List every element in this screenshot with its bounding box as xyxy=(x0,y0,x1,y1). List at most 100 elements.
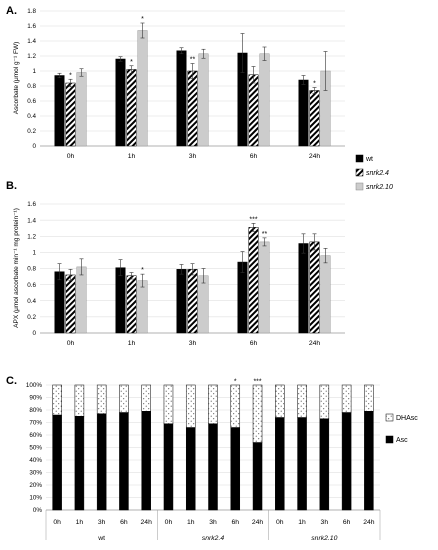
bar-asc xyxy=(208,423,218,511)
y-tick-label: 20% xyxy=(29,482,42,489)
y-tick-label: 0.4 xyxy=(27,298,36,305)
x-tick-label: 0h xyxy=(67,340,75,347)
x-tick-label: 0h xyxy=(67,153,75,160)
legend-label-wt: wt xyxy=(365,156,373,163)
bar-snrk2-10 xyxy=(76,72,87,147)
significance-marker: *** xyxy=(253,379,261,386)
x-tick-label: 1h xyxy=(128,340,136,347)
y-tick-label: 0.2 xyxy=(27,128,36,135)
bar-asc xyxy=(341,412,352,511)
x-tick-label: 3h xyxy=(189,340,197,347)
legend-swatch-wt xyxy=(355,154,364,163)
bar-snrk2-4 xyxy=(65,274,76,334)
x-tick-label: 24h xyxy=(309,340,321,347)
y-tick-label: 0.6 xyxy=(27,98,36,105)
y-tick-label: 1.4 xyxy=(27,217,36,224)
x-tick-label: 3h xyxy=(209,519,217,526)
panel-label-a: A. xyxy=(6,5,17,17)
bar-dhasc xyxy=(52,384,62,416)
bar-asc xyxy=(252,442,263,511)
y-tick-label: 1.6 xyxy=(27,23,36,30)
legend-label-snrk2-10: snrk2.10 xyxy=(366,184,393,191)
bar-snrk2-10 xyxy=(76,266,87,334)
y-tick-label: 1.2 xyxy=(27,233,36,240)
y-tick-label: 0.6 xyxy=(27,282,36,289)
significance-marker: * xyxy=(69,72,72,79)
bar-dhasc xyxy=(74,384,85,417)
x-tick-label: 1h xyxy=(187,519,195,526)
x-tick-label: 3h xyxy=(98,519,106,526)
bar-asc xyxy=(319,418,330,511)
legend-label-dhasc: DHAsc xyxy=(396,415,418,422)
legend-label-asc: Asc xyxy=(396,437,408,444)
bar-asc xyxy=(230,427,241,511)
y-tick-label: 1 xyxy=(32,68,36,75)
bar-asc xyxy=(364,411,374,511)
bar-wt xyxy=(298,79,309,147)
x-tick-label: 0h xyxy=(276,519,284,526)
legend-c: DHAsc Asc xyxy=(385,413,418,444)
bar-dhasc xyxy=(208,384,218,424)
bar-dhasc xyxy=(364,384,374,412)
y-tick-label: 70% xyxy=(29,420,42,427)
bar-dhasc xyxy=(319,384,330,419)
bar-wt xyxy=(115,267,126,334)
x-tick-label: 24h xyxy=(309,153,321,160)
bar-wt xyxy=(115,58,126,147)
bar-asc xyxy=(297,417,307,511)
bar-dhasc xyxy=(119,384,129,413)
group-label: snrk2.10 xyxy=(311,535,337,542)
bar-snrk2-4 xyxy=(248,227,259,334)
x-tick-label: 6h xyxy=(250,153,258,160)
bar-snrk2-10 xyxy=(198,275,209,334)
bar-snrk2-4 xyxy=(126,69,137,147)
y-tick-label: 0% xyxy=(33,507,43,514)
significance-marker: ** xyxy=(190,57,196,64)
x-tick-label: 24h xyxy=(363,519,375,526)
bar-wt xyxy=(54,75,65,147)
legend-swatch-snrk2-4 xyxy=(355,168,364,177)
y-tick-label: 10% xyxy=(29,495,42,502)
y-tick-label: 40% xyxy=(29,457,42,464)
bar-asc xyxy=(163,423,174,511)
bar-wt xyxy=(54,271,65,334)
panel-label-c: C. xyxy=(6,375,17,387)
x-tick-label: 1h xyxy=(298,519,306,526)
bar-dhasc xyxy=(163,384,174,424)
x-tick-label: 0h xyxy=(165,519,173,526)
bar-asc xyxy=(119,412,129,511)
y-tick-label: 60% xyxy=(29,432,42,439)
chart-panel-b: B. APX (μmol ascorbate min⁻¹ mg protein⁻… xyxy=(6,180,345,347)
bar-snrk2-4 xyxy=(187,70,198,147)
y-tick-label: 0.8 xyxy=(27,266,36,273)
y-tick-label: 1.4 xyxy=(27,38,36,45)
x-tick-label: 0h xyxy=(53,519,61,526)
bar-dhasc xyxy=(185,384,196,428)
bar-snrk2-4 xyxy=(248,74,259,147)
legend-swatch-dhasc xyxy=(385,413,394,422)
y-tick-label: 1 xyxy=(32,250,36,257)
x-tick-label: 24h xyxy=(141,519,153,526)
bar-snrk2-10 xyxy=(137,280,148,334)
y-tick-label: 1.6 xyxy=(27,201,36,208)
x-tick-label: 1h xyxy=(76,519,84,526)
bar-asc xyxy=(74,416,85,511)
bar-dhasc xyxy=(141,384,151,412)
x-tick-label: 3h xyxy=(189,153,197,160)
bar-snrk2-10 xyxy=(259,241,270,334)
bar-dhasc xyxy=(230,384,241,428)
bar-snrk2-4 xyxy=(309,90,320,147)
bar-dhasc xyxy=(297,384,307,418)
bar-snrk2-4 xyxy=(309,241,320,334)
y-tick-label: 1.2 xyxy=(27,53,36,60)
bar-asc xyxy=(275,417,285,511)
bar-asc xyxy=(185,427,196,511)
significance-marker: * xyxy=(141,267,144,274)
bar-asc xyxy=(52,414,62,511)
bar-dhasc xyxy=(96,384,107,414)
bar-snrk2-4 xyxy=(187,269,198,334)
y-tick-label: 0.2 xyxy=(27,314,36,321)
x-tick-label: 6h xyxy=(231,519,239,526)
legend-label-snrk2-4: snrk2.4 xyxy=(366,170,389,177)
